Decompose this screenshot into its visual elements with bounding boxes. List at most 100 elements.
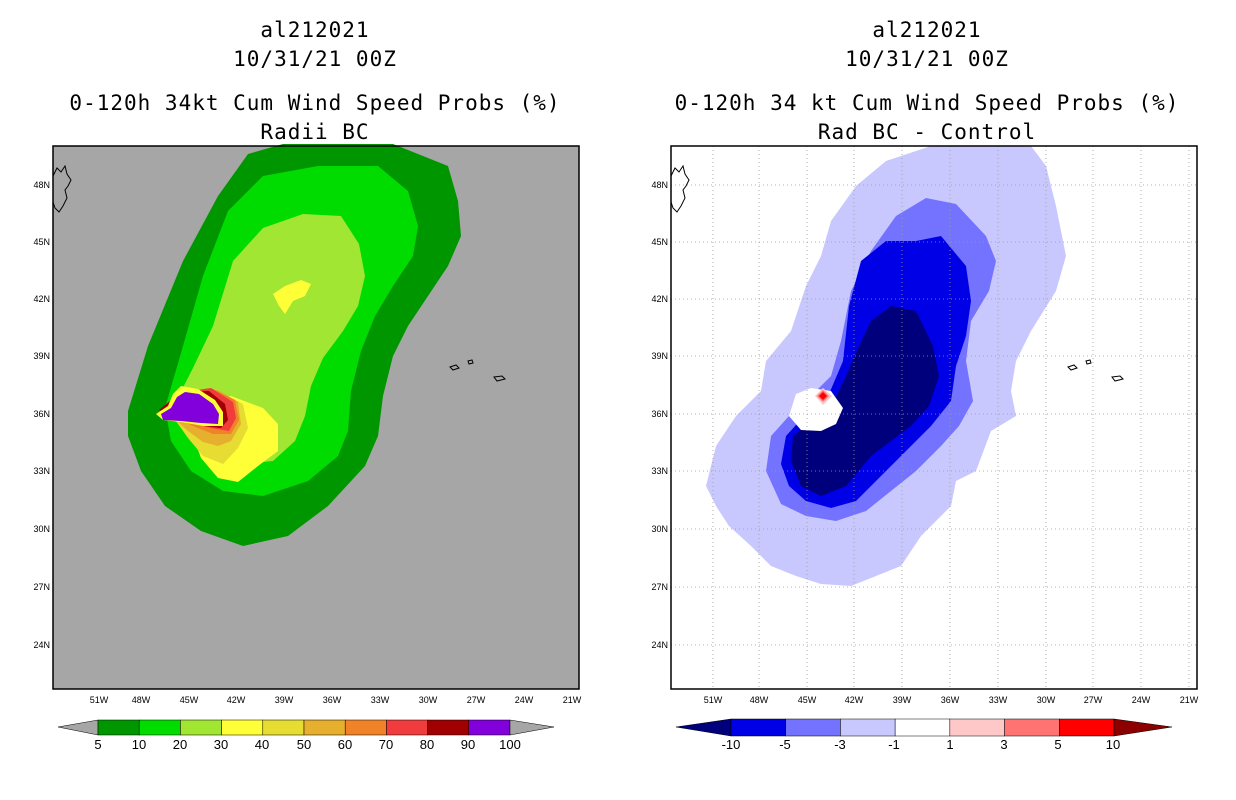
right-lat-label: 27N (651, 582, 668, 592)
left-colorbar-box (386, 719, 428, 736)
left-lat-label: 42N (33, 294, 50, 304)
right-storm-id: al212021 (872, 18, 982, 42)
right-subtitle: Rad BC - Control (817, 120, 1037, 144)
right-colorbar-extend-high (1113, 718, 1173, 737)
right-map-frame (670, 145, 1198, 690)
left-colorbar-label: 10 (131, 737, 147, 752)
right-colorbar-label: 3 (1000, 737, 1008, 752)
left-colorbar-box (180, 719, 222, 736)
right-colorbar-label: -10 (721, 737, 741, 752)
left-lon-label: 42W (226, 695, 246, 705)
left-colorbar-box (468, 719, 511, 736)
left-lon-label: 24W (514, 695, 534, 705)
left-colorbar-extend-low (57, 719, 99, 736)
right-colorbar-box (894, 718, 951, 737)
left-coastline-newfoundland (52, 164, 72, 213)
right-lon-label: 21W (1179, 695, 1199, 705)
right-colorbar-label: -5 (779, 737, 791, 752)
right-lon-label: 24W (1131, 695, 1151, 705)
right-colorbar-label: 10 (1105, 737, 1121, 752)
right-map (670, 145, 1198, 690)
left-lat-label: 33N (33, 466, 50, 476)
prob-contour-30-north (273, 280, 311, 314)
right-coastline-azores-1 (1067, 364, 1078, 371)
left-colorbar-box (138, 719, 181, 736)
left-lat-label: 48N (33, 180, 50, 190)
left-colorbar-label: 50 (296, 737, 312, 752)
right-lat-label: 45N (651, 237, 668, 247)
left-colorbar-label: 5 (94, 737, 102, 752)
right-lon-label: 45W (797, 695, 817, 705)
right-coastline-azores-2 (1085, 359, 1092, 365)
left-lat-label: 24N (33, 640, 50, 650)
left-lon-label: 27W (466, 695, 486, 705)
left-lat-label: 39N (33, 351, 50, 361)
left-lon-label: 51W (89, 695, 109, 705)
left-colorbar-box (427, 719, 470, 736)
right-coastline-newfoundland (670, 164, 690, 213)
right-colorbar-label: -3 (834, 737, 846, 752)
left-coastline-azores-3 (493, 375, 506, 382)
diff-contour-neg10 (791, 306, 939, 496)
right-lat-label: 48N (651, 180, 668, 190)
left-colorbar-box (221, 719, 264, 736)
left-coastline-azores-2 (467, 359, 474, 365)
left-colorbar-box (344, 719, 387, 736)
left-lat-label: 30N (33, 524, 50, 534)
right-colorbar-label: 1 (946, 737, 954, 752)
left-lat-label: 45N (33, 237, 50, 247)
left-title: 0-120h 34kt Cum Wind Speed Probs (%) (69, 91, 561, 115)
right-lon-label: 39W (892, 695, 912, 705)
right-lon-label: 48W (749, 695, 769, 705)
left-coastline-azores-1 (449, 364, 460, 371)
right-lon-label: 27W (1083, 695, 1103, 705)
right-lat-label: 33N (651, 466, 668, 476)
left-colorbar-box (303, 719, 346, 736)
left-colorbar-box (97, 719, 140, 736)
left-colorbar-box (262, 719, 305, 736)
right-colorbar-label: 5 (1054, 737, 1062, 752)
left-colorbar-label: 90 (460, 737, 476, 752)
right-lon-label: 30W (1036, 695, 1056, 705)
left-lon-label: 21W (562, 695, 582, 705)
left-lat-label: 36N (33, 409, 50, 419)
left-colorbar-extend-high (509, 719, 555, 736)
right-colorbar (675, 718, 1173, 737)
left-colorbar-label: 80 (419, 737, 435, 752)
right-lat-label: 24N (651, 640, 668, 650)
right-colorbar-extend-low (675, 718, 732, 737)
left-lon-label: 45W (179, 695, 199, 705)
right-lat-label: 39N (651, 351, 668, 361)
right-lon-label: 36W (940, 695, 960, 705)
right-title: 0-120h 34 kt Cum Wind Speed Probs (%) (674, 91, 1180, 115)
right-lat-label: 42N (651, 294, 668, 304)
left-colorbar-label: 60 (337, 737, 353, 752)
left-lon-label: 48W (131, 695, 151, 705)
left-colorbar-label: 100 (499, 737, 521, 752)
right-colorbar-box (949, 718, 1005, 737)
left-colorbar-label: 30 (213, 737, 229, 752)
right-colorbar-box (730, 718, 786, 737)
right-datetime: 10/31/21 00Z (845, 47, 1009, 71)
left-lon-label: 39W (274, 695, 294, 705)
left-map-frame (52, 145, 580, 690)
right-colorbar-box (1004, 718, 1060, 737)
right-colorbar-box (1059, 718, 1115, 737)
left-subtitle: Radii BC (260, 120, 370, 144)
right-lon-label: 51W (703, 695, 723, 705)
prob-contour-100 (161, 392, 219, 424)
left-storm-id: al212021 (260, 18, 370, 42)
right-colorbar-label: -1 (888, 737, 900, 752)
left-colorbar (57, 719, 555, 736)
right-lat-label: 30N (651, 524, 668, 534)
right-lon-label: 33W (988, 695, 1008, 705)
left-datetime: 10/31/21 00Z (233, 47, 397, 71)
right-colorbar-box (785, 718, 841, 737)
right-colorbar-box (840, 718, 896, 737)
left-map (52, 144, 580, 690)
left-lon-label: 30W (418, 695, 438, 705)
right-lon-label: 42W (844, 695, 864, 705)
right-coastline-azores-3 (1111, 375, 1124, 382)
left-colorbar-label: 40 (254, 737, 270, 752)
diff-contour-near-zero (789, 388, 843, 431)
